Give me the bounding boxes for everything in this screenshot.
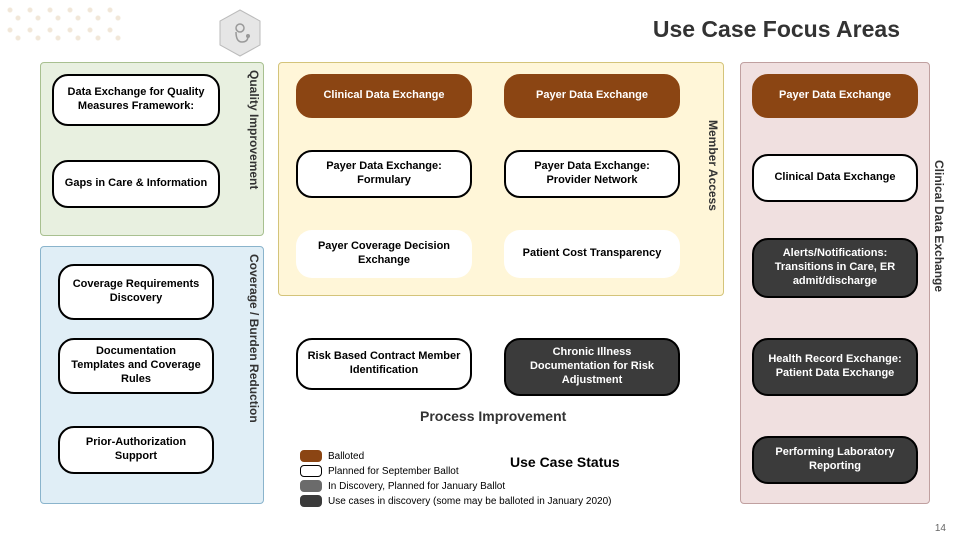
page-number: 14 [935,523,946,534]
legend-label-sept: Planned for September Ballot [328,466,459,477]
pill-payer-coverage-decision-exchange: Payer Coverage Decision Exchange [296,230,472,278]
legend-label-disc: Use cases in discovery (some may be ball… [328,496,611,507]
pill-documentation-templates: Documentation Templates and Coverage Rul… [58,338,214,394]
swatch-disc [300,495,322,507]
process-improvement-heading: Process Improvement [420,408,566,424]
panel-label-clinical-data-exchange: Clinical Data Exchange [932,160,946,380]
pill-payer-data-exchange-cd: Payer Data Exchange [752,74,918,118]
stethoscope-hex-icon [218,8,262,58]
legend-row-balloted: Balloted [300,450,611,462]
swatch-jan [300,480,322,492]
pill-data-exchange-quality-measures: Data Exchange for Quality Measures Frame… [52,74,220,126]
pill-payer-data-exchange-formulary: Payer Data Exchange: Formulary [296,150,472,198]
decorative-background [0,0,220,60]
pill-prior-authorization-support: Prior-Authorization Support [58,426,214,474]
legend-row-sept: Planned for September Ballot [300,465,611,477]
panel-label-coverage-burden: Coverage / Burden Reduction [247,254,261,496]
pill-alerts-notifications: Alerts/Notifications: Transitions in Car… [752,238,918,298]
pill-health-record-exchange: Health Record Exchange: Patient Data Exc… [752,338,918,396]
page-title: Use Case Focus Areas [653,16,900,43]
legend: Balloted Planned for September Ballot In… [300,450,611,510]
swatch-balloted [300,450,322,462]
pill-payer-data-exchange-provider-network: Payer Data Exchange: Provider Network [504,150,680,198]
panel-label-member-access: Member Access [706,120,720,250]
pill-payer-data-exchange-ma: Payer Data Exchange [504,74,680,118]
pill-clinical-data-exchange-ma: Clinical Data Exchange [296,74,472,118]
legend-label-jan: In Discovery, Planned for January Ballot [328,481,505,492]
legend-row-disc: Use cases in discovery (some may be ball… [300,495,611,507]
panel-label-quality-improvement: Quality Improvement [247,70,261,228]
pill-coverage-requirements-discovery: Coverage Requirements Discovery [58,264,214,320]
legend-label-balloted: Balloted [328,451,364,462]
pill-patient-cost-transparency: Patient Cost Transparency [504,230,680,278]
pill-risk-based-contract: Risk Based Contract Member Identificatio… [296,338,472,390]
pill-gaps-in-care: Gaps in Care & Information [52,160,220,208]
pill-chronic-illness-documentation: Chronic Illness Documentation for Risk A… [504,338,680,396]
legend-row-jan: In Discovery, Planned for January Ballot [300,480,611,492]
pill-clinical-data-exchange-cd: Clinical Data Exchange [752,154,918,202]
pill-performing-laboratory-reporting: Performing Laboratory Reporting [752,436,918,484]
swatch-sept [300,465,322,477]
